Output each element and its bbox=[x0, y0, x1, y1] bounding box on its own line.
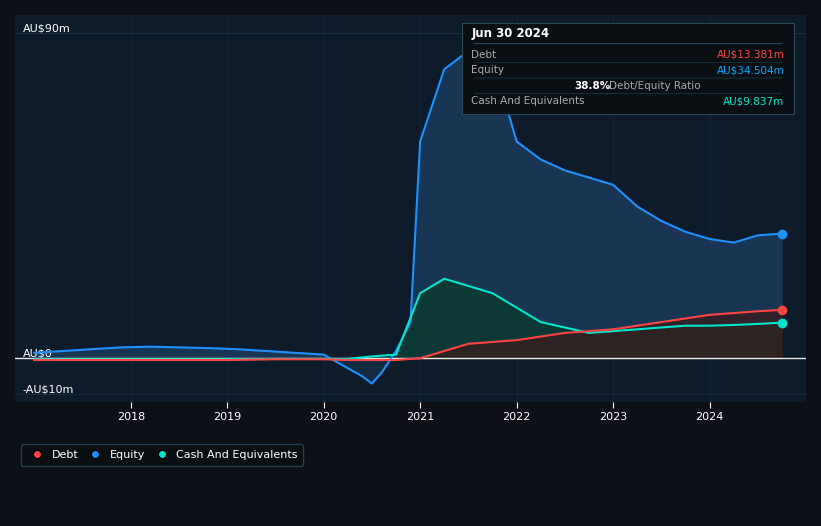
Text: Jun 30 2024: Jun 30 2024 bbox=[471, 27, 549, 41]
Legend: Debt, Equity, Cash And Equivalents: Debt, Equity, Cash And Equivalents bbox=[21, 444, 303, 466]
Text: Cash And Equivalents: Cash And Equivalents bbox=[471, 96, 585, 106]
Text: Equity: Equity bbox=[471, 65, 504, 75]
Text: AU$34.504m: AU$34.504m bbox=[717, 65, 785, 75]
FancyBboxPatch shape bbox=[462, 23, 794, 114]
Text: -AU$10m: -AU$10m bbox=[23, 385, 74, 394]
Text: Debt: Debt bbox=[471, 50, 497, 60]
Text: AU$0: AU$0 bbox=[23, 348, 53, 358]
Text: AU$13.381m: AU$13.381m bbox=[717, 50, 785, 60]
Text: Debt/Equity Ratio: Debt/Equity Ratio bbox=[609, 80, 700, 90]
Text: AU$90m: AU$90m bbox=[23, 23, 71, 33]
Text: AU$9.837m: AU$9.837m bbox=[723, 96, 785, 106]
Text: 38.8%: 38.8% bbox=[574, 80, 611, 90]
